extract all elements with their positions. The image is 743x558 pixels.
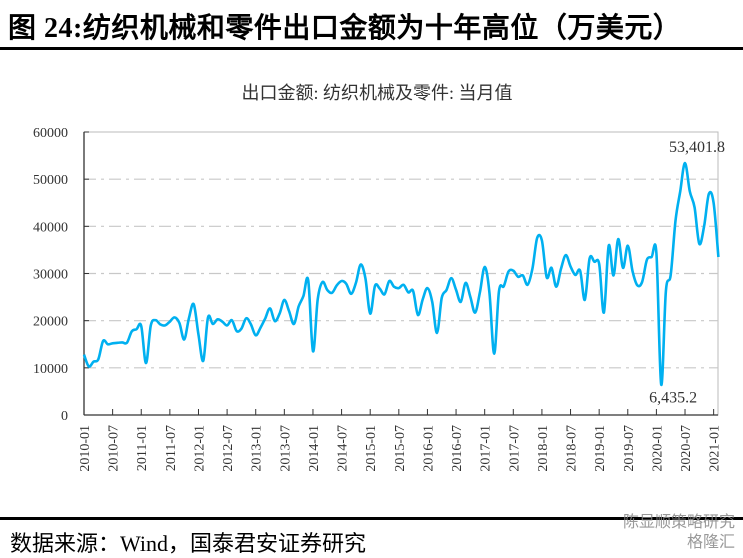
data-label: 6,435.2 <box>649 390 697 407</box>
x-tick-label: 2011-01 <box>135 425 150 471</box>
y-tick-label: 60000 <box>33 126 68 141</box>
figure-title: 图 24:纺织机械和零件出口金额为十年高位（万美元） <box>8 13 682 44</box>
y-tick-label: 20000 <box>33 315 68 330</box>
x-tick-label: 2020-01 <box>650 425 665 472</box>
x-tick-label: 2014-07 <box>336 425 351 472</box>
x-tick-label: 2015-07 <box>393 425 408 472</box>
x-tick-label: 2013-01 <box>250 425 265 472</box>
x-tick-label: 2017-01 <box>479 425 494 472</box>
x-tick-label: 2016-07 <box>450 425 465 472</box>
y-tick-label: 50000 <box>33 173 68 188</box>
x-tick-label: 2014-01 <box>307 425 322 472</box>
y-tick-label: 0 <box>61 409 68 424</box>
watermark-line2: 格隆汇 <box>686 532 735 551</box>
y-tick-label: 40000 <box>33 220 68 235</box>
x-tick-label: 2015-01 <box>364 425 379 472</box>
x-tick-label: 2020-07 <box>679 425 694 472</box>
bottom-divider <box>0 517 743 520</box>
x-tick-label: 2010-01 <box>78 425 93 472</box>
x-tick-label: 2010-07 <box>107 425 122 472</box>
x-tick-label: 2019-07 <box>622 425 637 472</box>
y-tick-label: 30000 <box>33 268 68 283</box>
gridlines <box>83 131 719 416</box>
source-note: 数据来源：Wind，国泰君安证券研究 <box>10 531 366 556</box>
x-tick-label: 2012-01 <box>192 425 207 472</box>
x-tick-label: 2021-01 <box>708 425 723 472</box>
chart-title: 出口金额: 纺织机械及零件: 当月值 <box>241 83 512 103</box>
y-tick-label: 10000 <box>33 362 68 377</box>
x-tick-label: 2013-07 <box>278 425 293 472</box>
x-tick-label: 2018-01 <box>536 425 551 472</box>
x-tick-label: 2018-07 <box>565 425 580 472</box>
annotations: 53,401.8 6,435.2 <box>649 139 725 407</box>
watermark: 陈显顺策略研究 格隆汇 <box>623 512 735 552</box>
top-divider <box>0 47 743 50</box>
x-tick-label: 2011-07 <box>164 425 179 471</box>
data-label: 53,401.8 <box>669 139 725 156</box>
y-axis: 0 10000 20000 30000 40000 50000 60000 <box>33 126 89 424</box>
x-tick-label: 2012-07 <box>221 425 236 472</box>
watermark-line1: 陈显顺策略研究 <box>622 512 735 531</box>
x-tick-label: 2017-07 <box>507 425 522 472</box>
x-axis: 2010-01 2010-07 2011-01 2011-07 2012-01 2012-… <box>78 409 723 472</box>
x-tick-label: 2016-01 <box>421 425 436 472</box>
series <box>82 161 720 386</box>
x-tick-label: 2019-01 <box>593 425 608 472</box>
series-line <box>82 161 720 386</box>
